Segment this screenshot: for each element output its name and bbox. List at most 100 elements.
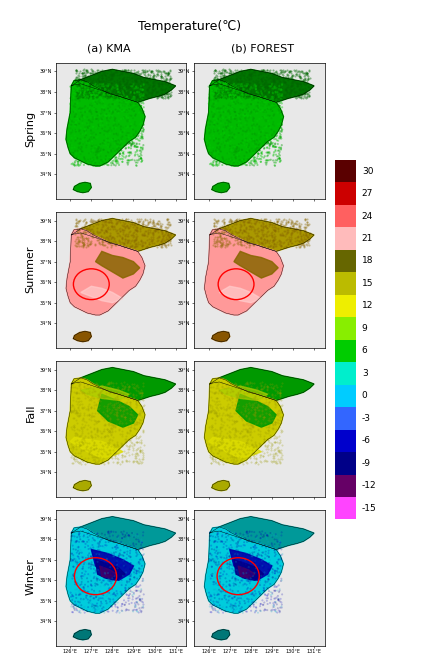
Point — [107, 418, 114, 428]
Point — [135, 408, 142, 418]
Point — [222, 141, 228, 152]
Point — [76, 588, 83, 599]
Point — [243, 418, 250, 428]
Point — [216, 422, 223, 432]
Point — [122, 81, 129, 92]
Point — [244, 93, 251, 103]
Point — [140, 73, 147, 83]
Point — [213, 159, 220, 170]
Point — [106, 420, 112, 430]
Point — [105, 81, 112, 92]
Point — [236, 114, 243, 125]
Point — [305, 81, 311, 92]
Point — [262, 230, 268, 241]
Point — [299, 228, 306, 239]
Point — [109, 405, 115, 416]
Point — [248, 537, 255, 547]
Point — [274, 78, 281, 89]
Point — [92, 114, 99, 125]
Point — [106, 448, 113, 458]
Point — [159, 237, 166, 248]
Point — [88, 442, 95, 452]
Point — [251, 129, 258, 140]
Point — [222, 91, 229, 102]
Point — [219, 240, 225, 250]
Point — [237, 93, 244, 103]
Point — [249, 422, 256, 432]
Point — [285, 89, 292, 99]
Point — [116, 554, 123, 565]
Point — [161, 241, 168, 252]
Point — [234, 82, 241, 93]
Point — [95, 79, 101, 90]
Point — [241, 152, 248, 163]
Point — [104, 400, 110, 411]
Point — [104, 95, 111, 105]
Point — [121, 585, 128, 596]
Point — [77, 534, 84, 545]
Point — [124, 136, 131, 147]
Point — [103, 109, 110, 119]
Point — [82, 127, 89, 138]
Point — [99, 533, 106, 544]
Point — [112, 547, 119, 557]
Point — [278, 125, 285, 135]
Point — [103, 80, 109, 91]
Point — [112, 448, 118, 458]
Point — [270, 235, 277, 246]
Point — [216, 571, 223, 581]
Point — [101, 216, 108, 227]
Point — [126, 242, 132, 252]
Point — [111, 127, 118, 137]
Point — [127, 143, 134, 154]
Point — [235, 452, 242, 462]
Point — [115, 235, 122, 246]
Point — [230, 600, 237, 611]
Point — [73, 110, 80, 121]
Point — [135, 536, 142, 547]
Point — [140, 127, 147, 137]
Point — [70, 403, 77, 414]
Point — [270, 73, 277, 83]
Point — [143, 230, 150, 241]
Point — [265, 558, 272, 569]
Point — [282, 92, 289, 103]
Point — [119, 101, 126, 111]
Point — [102, 226, 109, 236]
Point — [296, 78, 303, 89]
Point — [233, 144, 239, 155]
Point — [233, 85, 240, 96]
Point — [233, 73, 240, 84]
Point — [299, 68, 306, 79]
Point — [253, 533, 259, 543]
Point — [122, 412, 129, 423]
Point — [264, 226, 271, 236]
Point — [256, 89, 263, 100]
Point — [262, 593, 269, 603]
Point — [216, 426, 223, 436]
Point — [96, 92, 103, 103]
Point — [273, 443, 279, 454]
Point — [124, 605, 130, 615]
Point — [89, 216, 95, 226]
Point — [82, 137, 89, 148]
Point — [296, 219, 303, 230]
Point — [125, 595, 132, 606]
Point — [150, 225, 157, 236]
Point — [128, 406, 135, 416]
Point — [303, 91, 310, 102]
Point — [268, 89, 275, 100]
Point — [268, 139, 275, 149]
Point — [225, 68, 231, 79]
Point — [225, 73, 232, 84]
Point — [268, 383, 275, 394]
Point — [269, 87, 276, 98]
Point — [245, 224, 252, 234]
Point — [210, 66, 217, 77]
Point — [75, 217, 81, 228]
Point — [215, 595, 222, 606]
Point — [133, 88, 140, 99]
Point — [218, 535, 225, 546]
Point — [161, 236, 168, 246]
Point — [110, 90, 117, 101]
